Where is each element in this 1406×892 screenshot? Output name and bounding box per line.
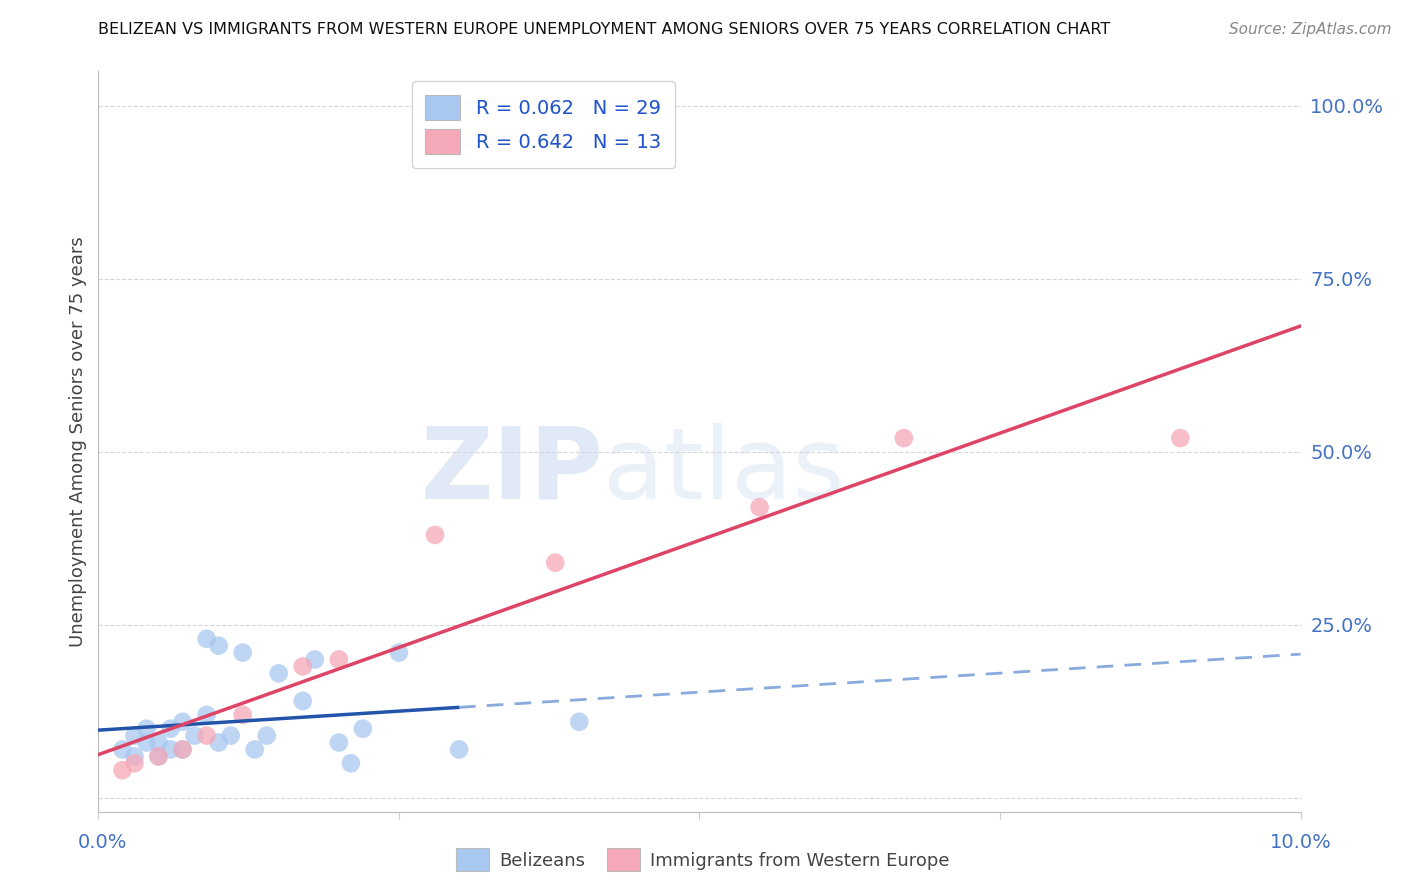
Text: 10.0%: 10.0% (1270, 833, 1331, 853)
Point (340, 756, 363, 771)
Point (352, 722, 374, 736)
Point (423, 528, 446, 542)
Point (172, 714, 194, 729)
Point (208, 639, 231, 653)
Point (208, 735, 231, 749)
Text: atlas: atlas (603, 423, 845, 520)
Point (195, 729, 218, 743)
Point (195, 707, 218, 722)
Point (172, 742, 194, 756)
Point (388, 646, 411, 660)
Legend: R = 0.062   N = 29, R = 0.642   N = 13: R = 0.062 N = 29, R = 0.642 N = 13 (412, 81, 675, 168)
Text: 0.0%: 0.0% (77, 833, 128, 853)
Point (568, 714, 591, 729)
Point (267, 666, 290, 681)
Text: BELIZEAN VS IMMIGRANTS FROM WESTERN EUROPE UNEMPLOYMENT AMONG SENIORS OVER 75 YE: BELIZEAN VS IMMIGRANTS FROM WESTERN EURO… (98, 22, 1111, 37)
Point (172, 742, 194, 756)
Point (893, 431, 915, 445)
Point (328, 735, 350, 749)
Point (111, 763, 134, 777)
Point (111, 742, 134, 756)
Point (148, 735, 170, 749)
Legend: Belizeans, Immigrants from Western Europe: Belizeans, Immigrants from Western Europ… (449, 841, 957, 879)
Text: ZIP: ZIP (420, 423, 603, 520)
Point (232, 707, 254, 722)
Point (544, 556, 567, 570)
Point (291, 694, 314, 708)
Point (148, 749, 170, 764)
Point (291, 659, 314, 673)
Point (135, 735, 157, 749)
Y-axis label: Unemployment Among Seniors over 75 years: Unemployment Among Seniors over 75 years (69, 236, 87, 647)
Point (124, 749, 146, 764)
Point (159, 722, 181, 736)
Point (195, 632, 218, 646)
Point (124, 756, 146, 771)
Text: Source: ZipAtlas.com: Source: ZipAtlas.com (1229, 22, 1392, 37)
Point (232, 646, 254, 660)
Point (159, 742, 181, 756)
Point (328, 652, 350, 666)
Point (256, 729, 278, 743)
Point (219, 729, 242, 743)
Point (447, 742, 470, 756)
Point (148, 749, 170, 764)
Point (1170, 431, 1192, 445)
Point (124, 729, 146, 743)
Point (183, 729, 205, 743)
Point (748, 500, 770, 515)
Point (304, 652, 326, 666)
Point (135, 722, 157, 736)
Point (243, 742, 266, 756)
